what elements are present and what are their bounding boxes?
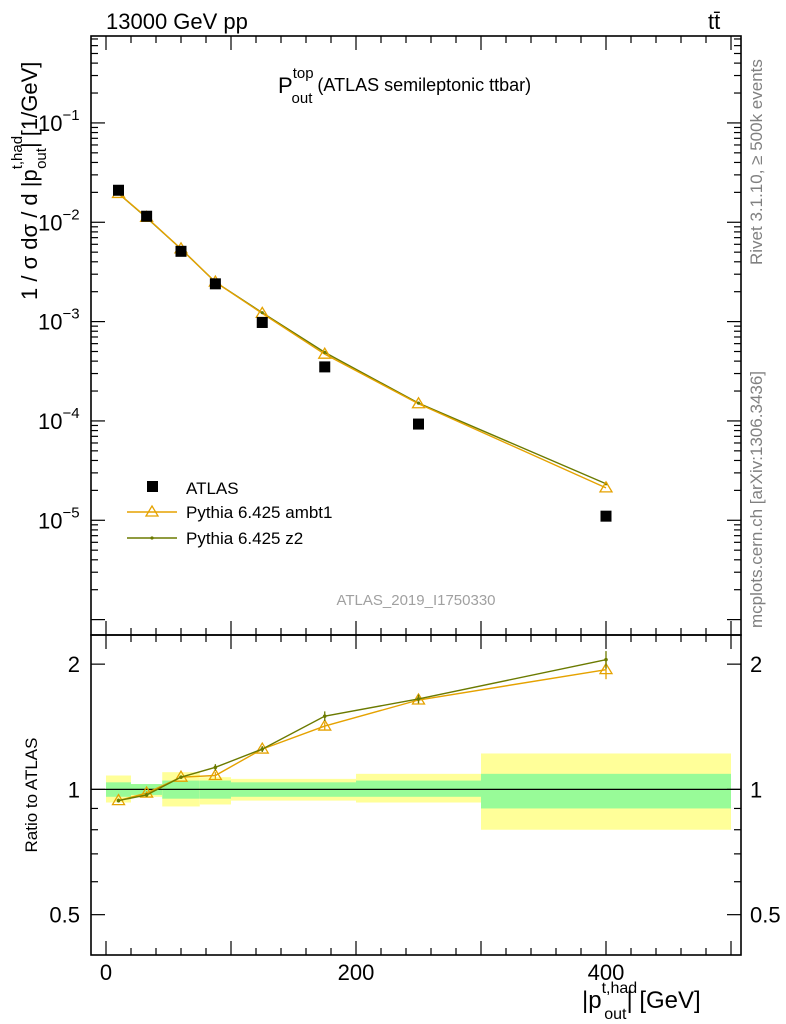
legend-data-label: ATLAS [186, 479, 239, 498]
ratio-mc1-point [317, 718, 332, 731]
main-data-point [113, 184, 124, 196]
ratio-band-inner-6 [356, 780, 481, 797]
main-series-line [118, 192, 607, 489]
main-mc2-point [416, 401, 421, 405]
legend: ATLAS Pythia 6.425 ambt1 Pythia 6.425 z2 [127, 479, 332, 548]
x-axis-label: |pt,had out| [GeV] [582, 980, 701, 1023]
main-y-tick-label: 10−1 [38, 107, 80, 136]
x-tick-label: 400 [588, 960, 625, 985]
ratio-mc2-point [604, 657, 608, 662]
ratio-mc2-point [116, 798, 121, 803]
main-data-point [141, 210, 153, 222]
main-y-label-unit: | [1/GeV] [17, 62, 42, 148]
main-plot-series [111, 184, 614, 522]
ratio-mc1-point [139, 785, 154, 798]
ratio-mc2-point [213, 765, 218, 770]
legend-mc2-marker [150, 536, 154, 540]
ratio-y-axis-label: Ratio to ATLAS [22, 738, 41, 853]
ratio-y-tick-label-right: 2 [750, 652, 762, 677]
main-data-point [319, 361, 331, 373]
ratio-mc1-point [598, 662, 614, 675]
main-data-point [175, 245, 187, 257]
main-y-label-text: 1 / σ dσ / d |p [17, 169, 42, 300]
main-mc1-point [411, 396, 426, 409]
x-tick-label: 200 [338, 960, 375, 985]
ratio-series-line [118, 658, 607, 802]
main-y-tick-label: 10−4 [38, 405, 80, 434]
ratio-plot-series [111, 651, 614, 806]
main-y-tick-label: 10−3 [38, 306, 80, 335]
plot-title-sub: out [292, 90, 314, 107]
ratio-series-line [118, 668, 607, 802]
x-label-sub: out [604, 1006, 627, 1023]
axis-ticks: 0 200 400 10−1 10−2 10−3 10−4 10−5 2 2 1 1 0.5 0.5 [38, 36, 781, 985]
main-y-axis-label: 1 / σ dσ / d |pt,had out| [1/GeV] [9, 62, 50, 300]
main-y-label-sub: out [33, 147, 50, 169]
main-y-label-sup: t,had [9, 136, 26, 169]
main-mc2-point [323, 350, 327, 354]
legend-data-marker [147, 481, 158, 492]
rivet-version-label: Rivet 3.1.10, ≥ 500k events [747, 59, 766, 265]
main-data-point [413, 418, 424, 430]
main-y-tick-label: 10−2 [38, 206, 80, 235]
x-label-pre: |p [582, 987, 602, 1014]
ratio-mc1-point [208, 768, 223, 781]
ratio-y-tick-label-left: 2 [68, 652, 80, 677]
plot-title-sup: top [293, 65, 314, 82]
ratio-band-inner-7 [481, 773, 731, 809]
ratio-y-tick-label-right: 1 [750, 777, 762, 802]
ratio-mc2-point [179, 775, 183, 779]
mcplots-label: mcplots.cern.ch [arXiv:1306.3436] [747, 371, 766, 628]
legend-mc1-label: Pythia 6.425 ambt1 [186, 503, 332, 522]
main-y-tick-label: 10−5 [38, 504, 80, 533]
ratio-plot-frame [90, 634, 742, 956]
ratio-mc2-point [260, 747, 265, 751]
x-label-sup: t,had [602, 980, 638, 997]
main-series-line [118, 192, 607, 485]
ratio-mc2-point [322, 714, 327, 718]
plot-title-rest: (ATLAS semileptonic ttbar) [312, 75, 531, 95]
ratio-y-tick-label-left: 1 [68, 777, 80, 802]
main-data-point [600, 510, 612, 522]
process-label: tt̄ [708, 9, 720, 34]
plot-title-main: P [278, 73, 293, 98]
ratio-uncertainty-bands [91, 753, 741, 830]
main-data-point [256, 316, 268, 328]
energy-label: 13000 GeV pp [106, 9, 248, 34]
x-label-post: | [GeV] [626, 987, 700, 1014]
main-mc1-point [317, 346, 332, 359]
ratio-y-tick-label-left: 0.5 [49, 903, 80, 928]
analysis-id-label: ATLAS_2019_I1750330 [336, 592, 495, 609]
legend-mc1-marker [144, 504, 160, 517]
ratio-mc2-point [416, 697, 421, 701]
x-tick-label: 0 [100, 960, 112, 985]
legend-mc2-label: Pythia 6.425 z2 [186, 529, 303, 548]
ratio-y-tick-label-right: 0.5 [750, 903, 781, 928]
ratio-mc2-point [144, 793, 149, 797]
main-mc2-point [260, 311, 264, 315]
main-data-point [209, 278, 221, 290]
plot-title: Ptop out (ATLAS semileptonic ttbar) [278, 65, 531, 107]
main-mc1-point [598, 480, 614, 493]
